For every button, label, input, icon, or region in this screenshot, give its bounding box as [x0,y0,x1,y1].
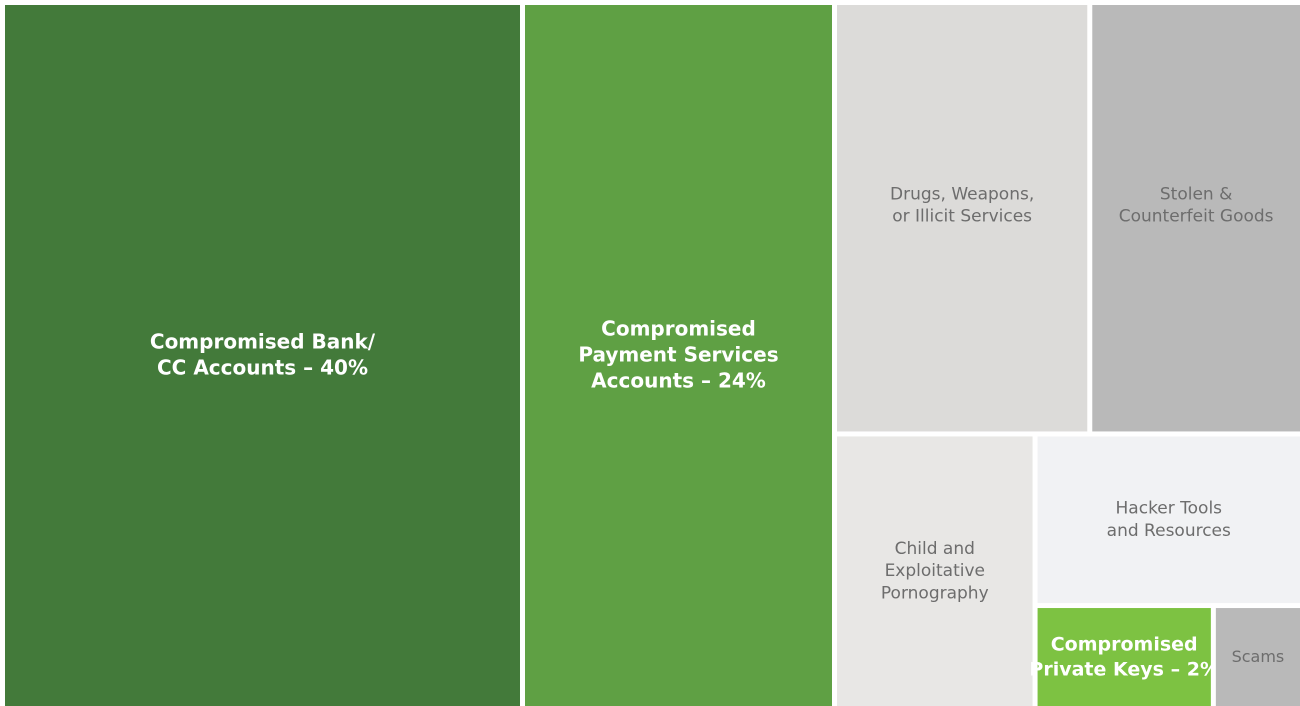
label-line: Scams [1232,647,1285,666]
tile [1037,608,1211,706]
label-line: Child and [895,539,975,559]
label-line: Counterfeit Goods [1119,206,1274,226]
label-line: CC Accounts – 40% [157,355,368,379]
tile [1092,5,1300,432]
tile [1215,608,1300,706]
label-line: Accounts – 24% [591,368,766,392]
tile [525,5,832,706]
tile [837,5,1088,432]
tile-label: Compromised Private Keys – 2% [1029,633,1219,680]
label-line: Hacker Tools [1116,499,1223,519]
label-line: Compromised [601,316,756,340]
label-line: or Illicit Services [892,206,1032,226]
label-line: Drugs, Weapons, [890,184,1034,204]
label-line: Pornography [881,583,989,603]
tile-label: Drugs, Weapons, or Illicit Services [890,184,1034,226]
label-line: and Resources [1107,521,1231,541]
tile-label: Scams [1232,647,1285,666]
tile-label: Stolen & Counterfeit Goods [1119,184,1274,226]
tile [1037,436,1300,604]
tile [837,436,1033,706]
label-line: Exploitative [885,561,985,581]
tile-label: Compromised Bank/CC Accounts – 40% [150,329,376,379]
label-line: Private Keys – 2% [1029,658,1219,680]
tile [5,5,520,706]
label-line: Compromised [1051,633,1198,655]
tile-label: Hacker Tools and Resources [1107,499,1231,541]
tile-label: Child and Exploitative Pornography [881,539,989,603]
tile-label: Compromised Payment Services Accounts – 24… [578,316,778,392]
label-line: Payment Services [578,342,778,366]
label-line: Compromised Bank/ [150,329,376,353]
label-line: Stolen & [1160,184,1232,204]
